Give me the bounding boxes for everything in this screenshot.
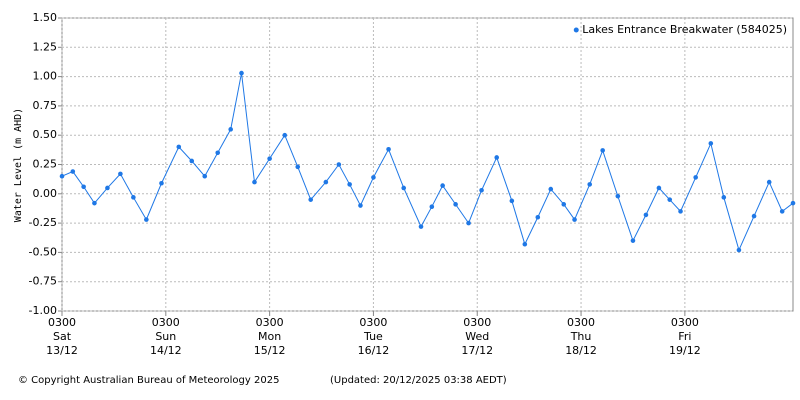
data-point [779,209,785,214]
x-tick-label: 17/12 [461,344,493,357]
data-point [347,182,352,187]
data-point [429,204,435,209]
data-point [656,185,662,191]
data-point [678,209,683,214]
y-tick-label: 0.50 [33,128,58,141]
y-tick-label: 1.00 [33,70,58,83]
y-tick-label: -0.75 [29,275,57,288]
data-point [535,214,541,220]
data-point [81,184,86,190]
data-point [371,175,376,180]
data-point [239,70,244,76]
y-tick-label: 0.25 [33,158,58,171]
data-point [295,164,301,170]
data-point [176,144,182,150]
data-point [790,200,796,206]
x-tick-label: 0300 [48,316,76,329]
legend-marker [573,27,579,33]
data-point [323,179,329,185]
data-point [59,173,65,179]
data-point [736,247,742,253]
data-point [202,173,208,179]
updated: (Updated: 20/12/2025 03:38 AEDT) [330,375,507,386]
data-point [336,162,342,167]
x-tick-label: 15/12 [254,344,286,357]
x-tick-label: 0300 [567,316,595,329]
x-tick-label: 14/12 [150,344,182,357]
data-point [600,148,605,153]
x-tick-label: 13/12 [46,344,78,357]
data-point [92,200,97,206]
y-tick-label: -1.00 [29,304,57,317]
data-point [751,213,757,219]
data-point [572,217,577,222]
copyright: © Copyright Australian Bureau of Meteoro… [18,375,279,386]
data-point [282,132,288,138]
data-point [766,179,772,185]
data-point [252,179,257,185]
data-point [630,238,636,243]
x-tick-label: Mon [258,330,281,343]
data-point [159,180,164,186]
y-tick-label: 0.75 [33,99,58,112]
data-point [401,185,407,191]
y-tick-label: 1.50 [33,11,58,24]
y-tick-label: -0.25 [29,216,57,229]
data-point [418,224,424,229]
data-point [228,127,233,132]
y-tick-label: 0.00 [33,187,58,200]
data-point [494,155,500,160]
data-point [522,241,528,247]
data-point [440,183,445,188]
x-tick-label: Sun [155,330,176,343]
y-tick-label: 1.25 [33,40,58,53]
data-point [708,141,714,146]
data-point [267,156,272,161]
x-tick-label: 0300 [359,316,387,329]
data-point [358,203,363,208]
x-tick-label: 18/12 [565,344,597,357]
series-line [61,72,794,252]
data-point [509,198,515,204]
data-point [386,146,391,152]
data-point [615,193,621,199]
x-tick-label: 0300 [256,316,284,329]
legend-label: Lakes Entrance Breakwater (584025) [582,23,787,36]
x-tick-label: Fri [678,330,691,343]
data-point [308,197,314,202]
data-point [466,220,471,226]
data-point [144,217,149,222]
y-axis-label: Water Level (m AHD) [13,108,24,222]
data-point [693,175,698,180]
data-point [131,195,136,200]
data-point [118,171,123,177]
data-point [721,195,727,200]
data-point [215,150,221,156]
data-point [643,212,649,218]
x-tick-label: Tue [363,330,383,343]
data-point [548,186,554,192]
data-point [667,197,673,202]
x-tick-label: 0300 [463,316,491,329]
x-tick-label: 0300 [671,316,699,329]
data-point [453,202,458,207]
x-tick-label: Sat [53,330,72,343]
data-point [587,182,593,187]
x-tick-label: Wed [465,330,489,343]
data-point [189,158,195,164]
data-point [105,185,110,191]
data-point [70,169,76,174]
x-tick-label: 0300 [152,316,180,329]
x-tick-label: 16/12 [358,344,390,357]
data-point [561,202,567,207]
x-tick-label: 19/12 [669,344,701,357]
x-tick-label: Thu [570,330,592,343]
y-tick-label: -0.50 [29,245,57,258]
data-point [479,187,484,193]
